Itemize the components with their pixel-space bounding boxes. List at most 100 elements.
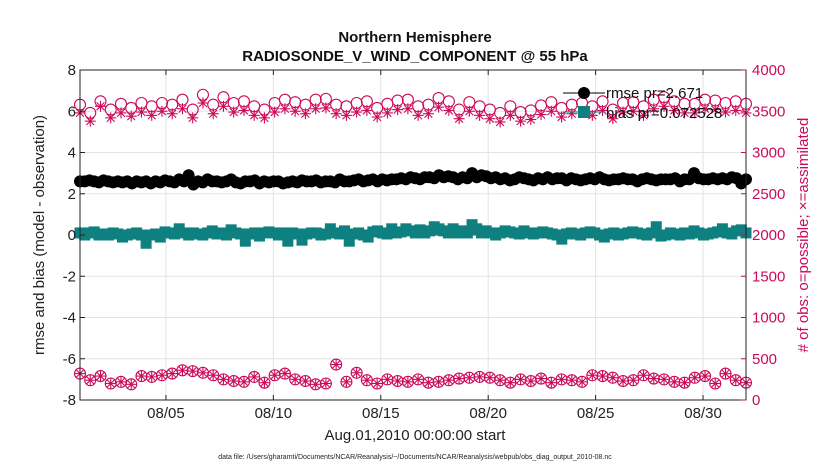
obs-assimilated-marker-stroke: [577, 377, 587, 387]
obs-assimilated-marker: [412, 109, 424, 121]
x-tick-label: 08/30: [684, 405, 722, 422]
obs-assimilated-marker: [176, 103, 188, 115]
obs-assimilated-marker-stroke: [239, 377, 249, 387]
x-axis-ticks: 08/05 08/10 08/15 08/20 08/25 08/30: [147, 70, 722, 422]
obs-assimilated-marker-stroke: [147, 111, 157, 120]
obs-assimilated-marker-stroke: [608, 114, 618, 123]
obs-assimilated-marker-stroke: [321, 103, 331, 113]
obs-assimilated-marker-stroke: [639, 111, 648, 120]
obs-assimilated-marker-stroke: [465, 373, 474, 383]
obs-assimilated-marker-stroke: [506, 378, 515, 387]
obs-assimilated-marker: [371, 111, 383, 123]
obs-assimilated-marker-stroke: [475, 372, 484, 382]
obs-assimilated-marker-stroke: [690, 373, 700, 383]
x-tick-label: 08/20: [469, 405, 507, 422]
obs-assimilated-marker: [166, 368, 178, 380]
obs-assimilated-marker: [361, 104, 373, 116]
obs-assimilated-marker: [187, 365, 199, 377]
obs-assimilated-marker: [310, 103, 322, 115]
obs-assimilated-marker-stroke: [475, 111, 484, 120]
obs-assimilated-marker: [248, 371, 260, 383]
bias-point: [650, 221, 662, 233]
obs-assimilated-marker: [258, 377, 270, 389]
obs-assimilated-marker-stroke: [485, 373, 495, 383]
right-tick-label: 2000: [752, 227, 785, 244]
obs-assimilated-marker: [576, 376, 588, 388]
obs-assimilated-marker-stroke: [516, 375, 525, 384]
obs-assimilated-marker: [289, 373, 301, 385]
obs-assimilated-marker-stroke: [700, 104, 710, 114]
obs-assimilated-marker-stroke: [219, 375, 228, 384]
obs-count-series: [73, 88, 753, 391]
obs-assimilated-marker: [238, 104, 250, 116]
obs-assimilated-marker-stroke: [485, 114, 495, 123]
obs-assimilated-marker: [105, 112, 117, 124]
bias-point: [140, 237, 152, 249]
obs-assimilated-marker-stroke: [393, 105, 402, 114]
obs-assimilated-marker-stroke: [710, 105, 720, 114]
y-axis-ticks: -8 -6 -4 -2 0 2 4 6 8: [63, 62, 85, 409]
obs-assimilated-marker-stroke: [424, 378, 433, 387]
obs-assimilated-marker: [689, 107, 701, 119]
obs-assimilated-marker: [340, 376, 352, 388]
obs-assimilated-marker: [668, 376, 680, 388]
obs-assimilated-marker: [627, 374, 639, 386]
obs-assimilated-marker-stroke: [618, 107, 628, 117]
bias-point: [343, 235, 355, 247]
obs-assimilated-marker-stroke: [321, 379, 331, 388]
obs-assimilated-marker: [381, 107, 393, 119]
y-tick-label: -8: [63, 392, 76, 409]
obs-assimilated-marker: [648, 103, 660, 115]
y-tick-label: -4: [63, 310, 76, 327]
obs-assimilated-marker-stroke: [249, 372, 259, 382]
obs-assimilated-marker: [279, 103, 291, 115]
obs-assimilated-marker-stroke: [270, 107, 279, 117]
obs-assimilated-marker-stroke: [608, 373, 618, 383]
obs-assimilated-marker: [433, 376, 445, 388]
obs-assimilated-marker-stroke: [690, 108, 700, 118]
obs-assimilated-marker: [279, 368, 291, 380]
x-tick-label: 08/15: [362, 405, 400, 422]
obs-assimilated-marker-stroke: [147, 372, 157, 382]
obs-assimilated-marker-stroke: [721, 369, 730, 378]
obs-assimilated-marker-stroke: [669, 106, 679, 115]
obs-assimilated-marker-stroke: [260, 378, 269, 387]
obs-assimilated-marker-stroke: [710, 379, 720, 388]
obs-assimilated-marker-stroke: [454, 114, 464, 123]
y-tick-label: 2: [68, 186, 76, 203]
obs-assimilated-marker: [402, 376, 414, 388]
obs-assimilated-marker: [566, 374, 578, 386]
right-tick-label: 4000: [752, 62, 785, 79]
obs-assimilated-marker-stroke: [198, 368, 208, 378]
obs-assimilated-marker: [94, 370, 106, 382]
obs-assimilated-marker: [679, 377, 691, 389]
obs-assimilated-marker-stroke: [260, 113, 269, 123]
x-tick-label: 08/05: [147, 405, 185, 422]
obs-assimilated-marker: [269, 106, 281, 118]
obs-assimilated-marker-stroke: [188, 113, 197, 123]
obs-assimilated-marker-stroke: [495, 117, 505, 127]
obs-assimilated-marker-stroke: [444, 106, 454, 115]
bias-point: [339, 225, 351, 237]
obs-assimilated-marker: [545, 377, 557, 389]
obs-assimilated-marker: [586, 369, 598, 381]
obs-assimilated-marker-stroke: [96, 371, 105, 381]
obs-assimilated-marker-stroke: [403, 377, 413, 387]
obs-assimilated-marker-stroke: [413, 375, 423, 384]
obs-assimilated-marker-stroke: [137, 371, 146, 381]
obs-assimilated-marker: [617, 106, 629, 118]
obs-assimilated-marker-stroke: [731, 375, 741, 385]
bias-point: [282, 235, 294, 247]
obs-assimilated-marker-stroke: [167, 369, 177, 378]
obs-assimilated-marker-stroke: [434, 102, 443, 112]
obs-assimilated-marker-stroke: [434, 377, 443, 387]
obs-assimilated-marker: [566, 108, 578, 120]
x-tick-label: 08/10: [255, 405, 293, 422]
obs-assimilated-marker: [310, 378, 322, 390]
y-tick-label: -2: [63, 268, 76, 285]
bias-point: [277, 227, 289, 239]
x-axis-label: Aug.01,2010 00:00:00 start: [325, 427, 507, 444]
obs-assimilated-marker: [720, 106, 732, 118]
obs-assimilated-marker: [474, 109, 486, 121]
